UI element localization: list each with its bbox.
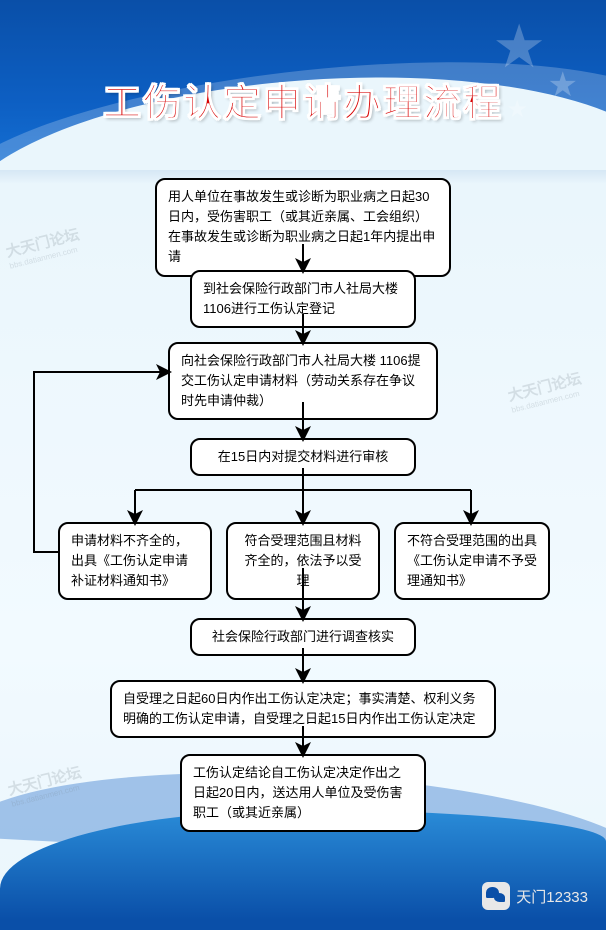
page-title: 工伤认定申请办理流程: [0, 72, 606, 127]
flowchart: 用人单位在事故发生或诊断为职业病之日起30日内，受伤害职工（或其近亲属、工会组织…: [0, 170, 606, 860]
flowchart-edges: [0, 170, 606, 930]
footer-credit: 天门12333: [482, 882, 588, 910]
flow-edge: [34, 372, 168, 552]
wechat-icon: [482, 882, 510, 910]
footer-label: 天门12333: [516, 886, 588, 907]
